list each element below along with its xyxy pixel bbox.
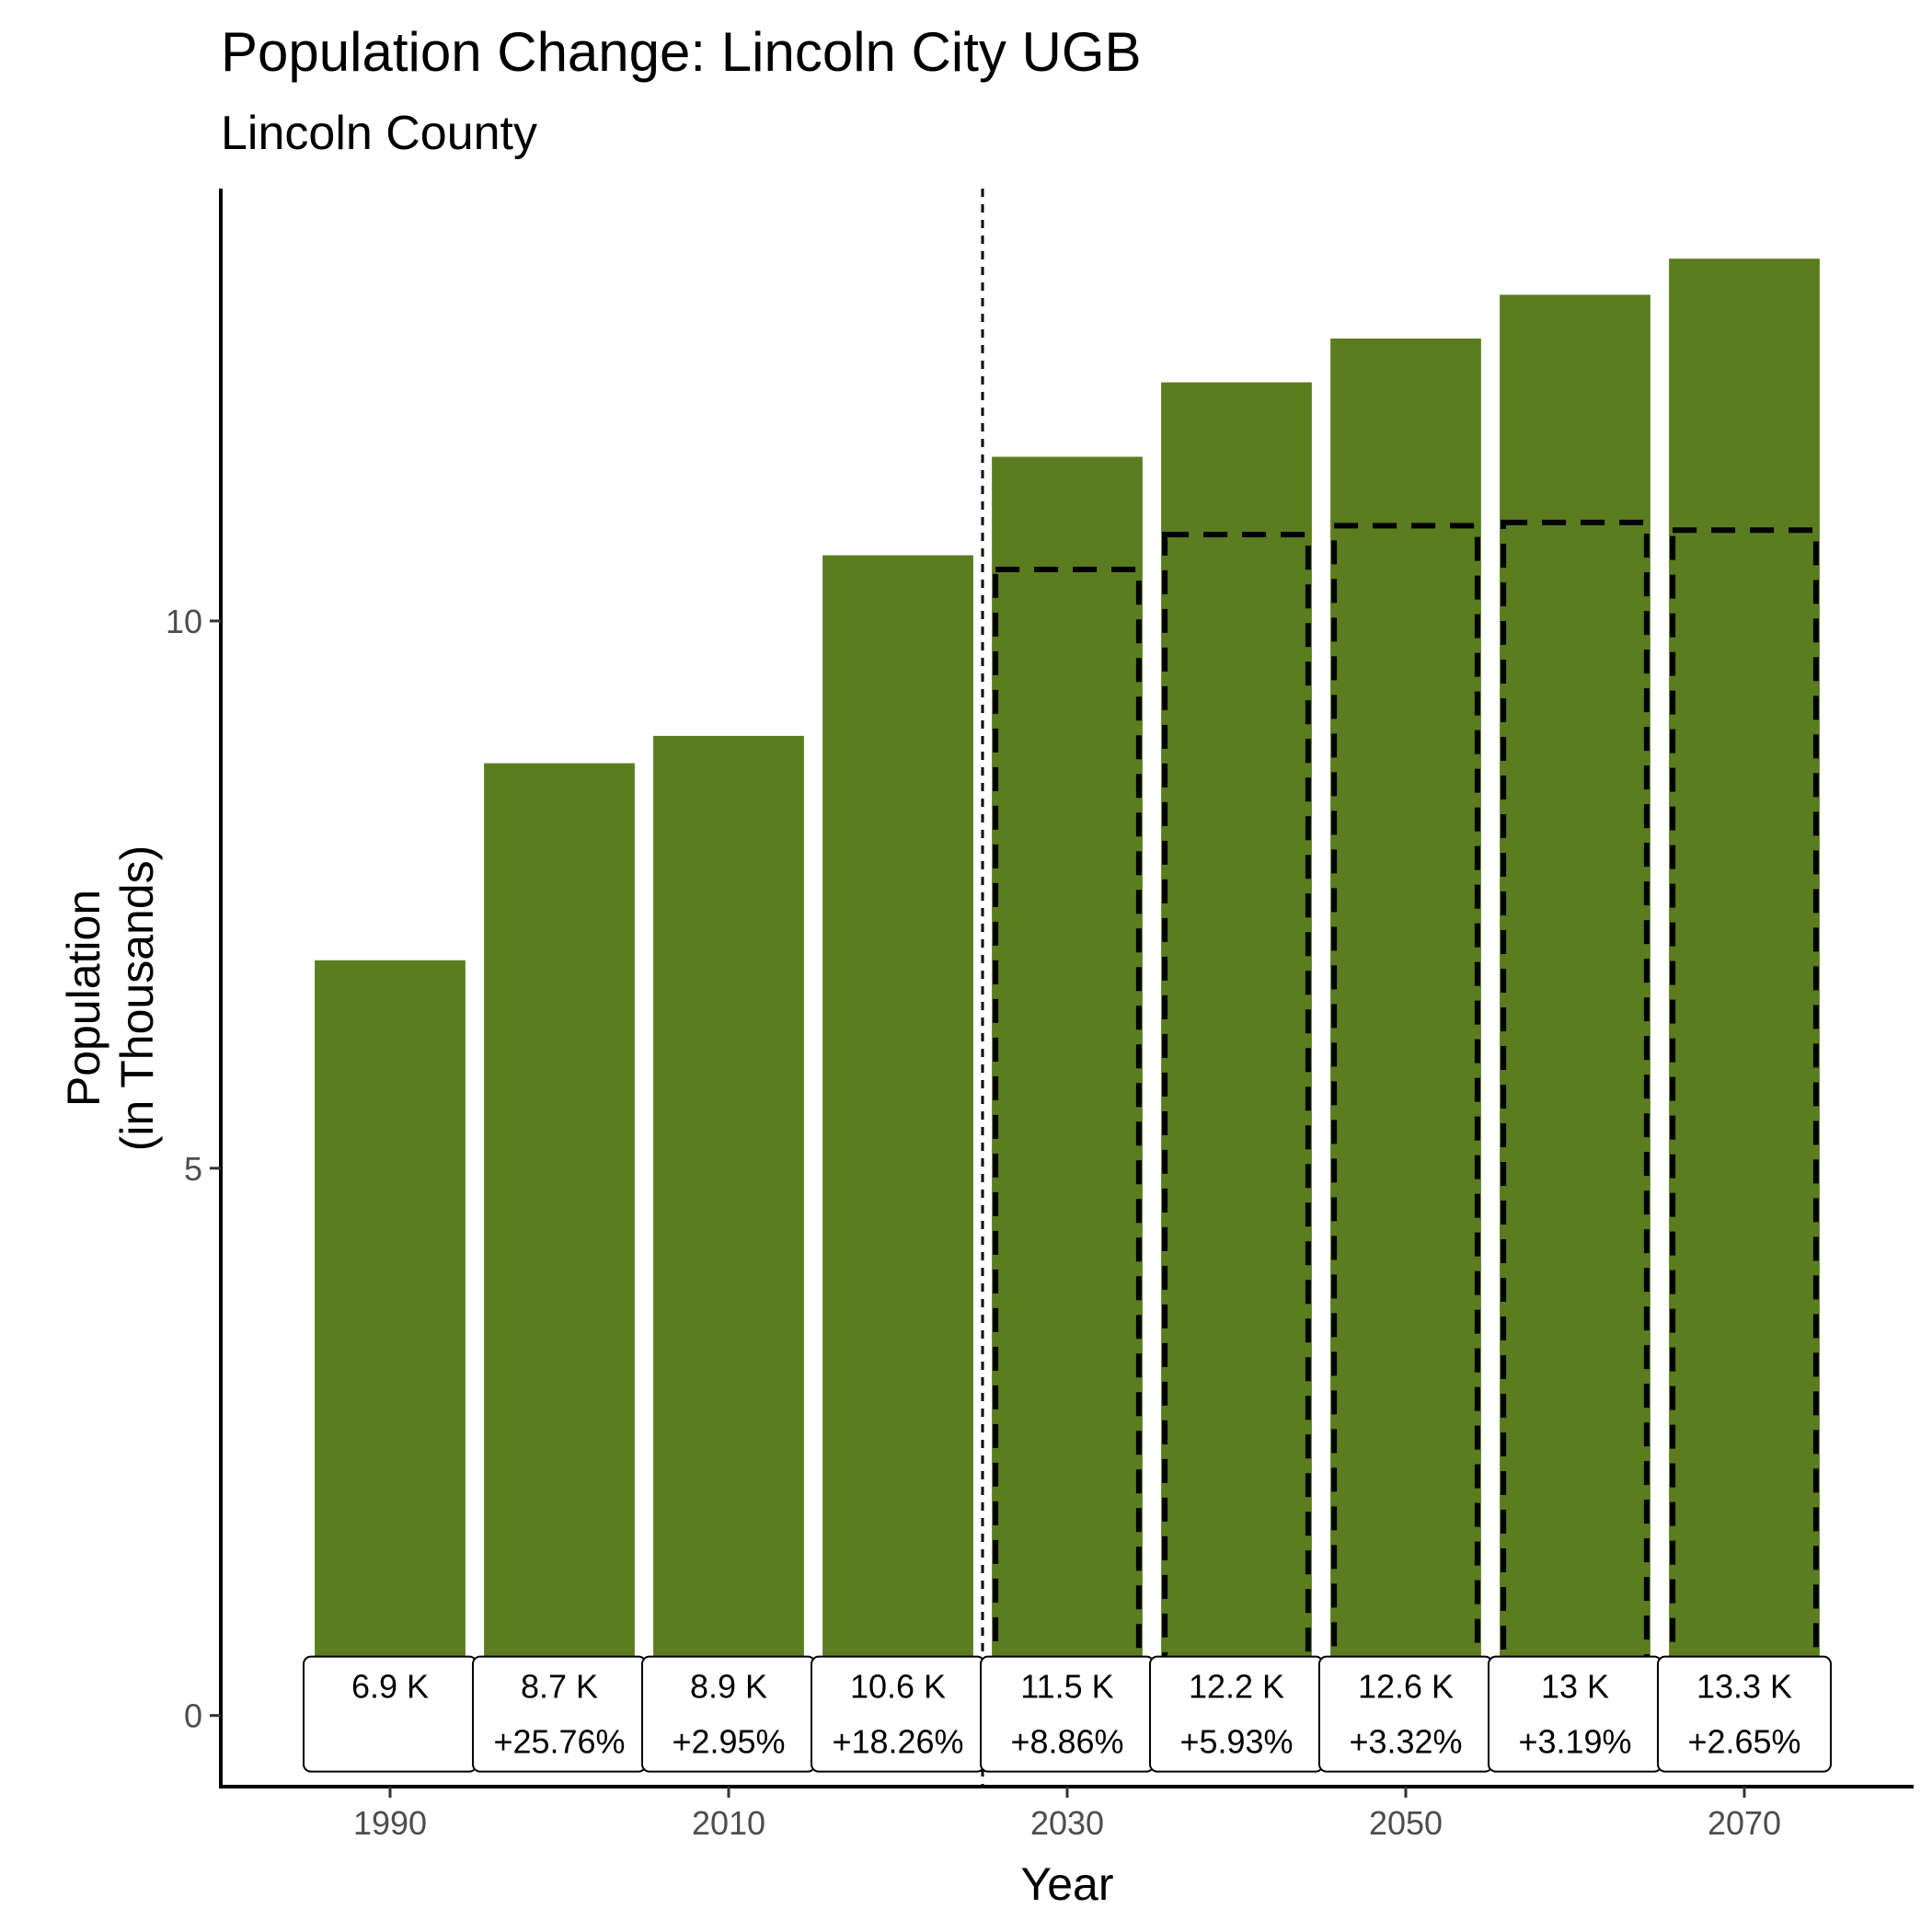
y-axis-title-line2: (in Thousands) <box>111 845 163 1152</box>
value-label-2050: 12.6 K <box>1358 1668 1454 1706</box>
x-axis-title: Year <box>1020 1858 1113 1910</box>
value-label-2000: 8.7 K <box>521 1668 598 1706</box>
x-tick-label-2030: 2030 <box>1030 1804 1104 1842</box>
x-tick-label-2050: 2050 <box>1369 1804 1443 1842</box>
y-ticks-layer: 0 5 10 <box>166 603 221 1735</box>
pct-label-2040: +5.93% <box>1179 1723 1293 1761</box>
pct-label-2060: +3.19% <box>1518 1723 1631 1761</box>
pct-label-2010: +2.95% <box>672 1723 785 1761</box>
value-label-2020: 10.6 K <box>850 1668 946 1706</box>
chart-subtitle: Lincoln County <box>221 107 537 160</box>
y-tick-label-0: 0 <box>184 1697 202 1735</box>
bar-2070 <box>1669 259 1820 1716</box>
bar-2020 <box>822 555 973 1716</box>
value-label-1990: 6.9 K <box>351 1668 429 1706</box>
x-ticks-layer: 1990 2010 2030 2050 2070 <box>353 1787 1781 1842</box>
x-tick-label-2070: 2070 <box>1708 1804 1781 1842</box>
x-tick-label-2010: 2010 <box>692 1804 765 1842</box>
bar-2030 <box>992 456 1143 1716</box>
label-box-2070 <box>1657 1655 1832 1773</box>
value-label-2070: 13.3 K <box>1696 1668 1792 1706</box>
value-label-2030: 11.5 K <box>1020 1668 1113 1706</box>
pct-label-2020: +18.26% <box>832 1723 963 1761</box>
y-axis-title-line1: Population <box>58 890 109 1107</box>
pct-label-2070: +2.65% <box>1687 1723 1800 1761</box>
value-label-2010: 8.9 K <box>690 1668 767 1706</box>
chart-title: Population Change: Lincoln City UGB <box>221 21 1142 83</box>
pct-label-2030: +8.86% <box>1010 1723 1123 1761</box>
pct-label-2050: +3.32% <box>1349 1723 1462 1761</box>
bar-1990 <box>315 960 466 1716</box>
bar-2040 <box>1161 382 1312 1716</box>
value-labels-layer: 6.9 K 8.7 K +25.76% 8.9 K +2.95% 10.6 K +18.26… <box>303 1655 1832 1773</box>
pct-label-2000: +25.76% <box>493 1723 625 1761</box>
bars-layer <box>315 259 1820 1716</box>
value-label-2040: 12.2 K <box>1189 1668 1284 1706</box>
bar-2060 <box>1500 294 1650 1716</box>
x-tick-label-1990: 1990 <box>353 1804 427 1842</box>
value-label-2060: 13 K <box>1541 1668 1609 1706</box>
y-tick-label-5: 5 <box>184 1150 202 1188</box>
bar-2000 <box>484 763 635 1716</box>
bar-2050 <box>1330 338 1481 1716</box>
y-tick-label-10: 10 <box>166 603 202 640</box>
bar-2010 <box>653 735 804 1716</box>
